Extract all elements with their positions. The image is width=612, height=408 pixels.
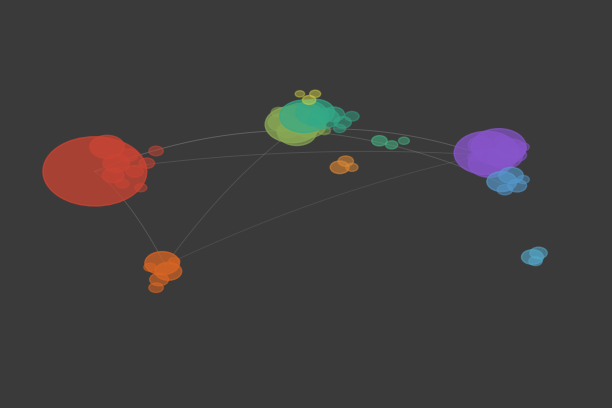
Circle shape xyxy=(310,117,326,128)
Circle shape xyxy=(303,110,321,122)
Circle shape xyxy=(155,262,182,280)
Circle shape xyxy=(488,146,522,169)
Circle shape xyxy=(338,156,354,166)
Circle shape xyxy=(145,252,179,275)
Circle shape xyxy=(103,154,130,172)
Circle shape xyxy=(487,172,517,191)
Circle shape xyxy=(310,109,339,128)
Circle shape xyxy=(169,257,180,265)
Circle shape xyxy=(468,149,511,177)
Circle shape xyxy=(271,107,286,117)
Circle shape xyxy=(119,149,138,161)
Circle shape xyxy=(144,263,156,271)
Circle shape xyxy=(517,143,529,151)
Circle shape xyxy=(302,95,316,104)
Circle shape xyxy=(371,135,387,146)
Circle shape xyxy=(293,115,326,137)
Circle shape xyxy=(334,117,351,128)
Circle shape xyxy=(277,123,299,138)
Circle shape xyxy=(494,135,510,146)
Circle shape xyxy=(310,90,321,98)
Circle shape xyxy=(454,131,519,175)
Circle shape xyxy=(280,103,326,133)
Circle shape xyxy=(150,273,168,286)
Circle shape xyxy=(471,129,526,165)
Circle shape xyxy=(529,257,542,266)
Circle shape xyxy=(265,106,320,143)
Circle shape xyxy=(517,175,529,184)
Circle shape xyxy=(139,158,155,169)
Circle shape xyxy=(126,166,143,177)
Circle shape xyxy=(508,149,526,161)
Circle shape xyxy=(277,120,316,146)
Circle shape xyxy=(345,111,359,121)
Circle shape xyxy=(508,180,526,192)
Circle shape xyxy=(43,137,147,206)
Circle shape xyxy=(468,153,481,162)
Circle shape xyxy=(102,168,124,183)
Circle shape xyxy=(296,99,335,125)
Circle shape xyxy=(149,283,163,293)
Circle shape xyxy=(295,91,305,97)
Circle shape xyxy=(307,119,318,126)
Circle shape xyxy=(499,167,523,184)
Circle shape xyxy=(468,137,493,153)
Circle shape xyxy=(318,126,330,135)
Circle shape xyxy=(330,161,349,173)
Circle shape xyxy=(497,184,513,195)
Circle shape xyxy=(268,113,295,131)
Circle shape xyxy=(116,179,129,188)
Circle shape xyxy=(386,141,398,149)
Circle shape xyxy=(521,250,543,264)
Circle shape xyxy=(346,163,358,171)
Circle shape xyxy=(280,100,329,133)
Circle shape xyxy=(530,247,547,259)
Circle shape xyxy=(323,107,345,122)
Circle shape xyxy=(334,124,346,133)
Circle shape xyxy=(90,135,124,158)
Circle shape xyxy=(135,184,147,192)
Circle shape xyxy=(496,139,526,159)
Circle shape xyxy=(398,137,409,144)
Circle shape xyxy=(149,146,163,156)
